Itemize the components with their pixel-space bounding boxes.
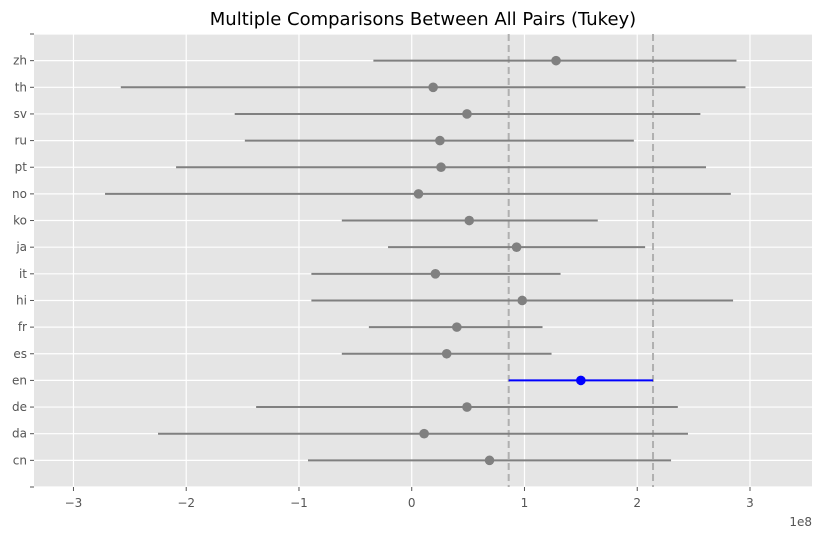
- y-tick-label: fr: [18, 320, 27, 334]
- y-tick-label: pt: [15, 160, 28, 174]
- y-tick-label: ko: [13, 214, 27, 228]
- y-tick-label: es: [13, 347, 27, 361]
- x-tick-label: 1: [521, 496, 529, 510]
- x-tick-label: −3: [65, 496, 83, 510]
- y-tick-label: da: [12, 427, 27, 441]
- mean-point-ja: [511, 242, 522, 252]
- y-tick-label: hi: [16, 293, 27, 307]
- mean-point-th: [428, 82, 438, 93]
- y-tick-label: it: [19, 267, 27, 281]
- mean-point-ko: [464, 215, 475, 226]
- y-tick-label: ru: [14, 134, 27, 148]
- x-tick-label: 0: [408, 496, 416, 510]
- x-offset-label: 1e8: [789, 515, 812, 529]
- mean-point-pt: [436, 162, 446, 173]
- mean-point-fr: [452, 322, 462, 332]
- mean-point-sv: [462, 109, 472, 119]
- x-tick-label: 2: [633, 496, 641, 510]
- x-tick-label: −1: [290, 496, 308, 510]
- mean-point-cn: [484, 455, 495, 466]
- mean-point-it: [430, 269, 441, 279]
- y-axis: cn da de en es fr hi it ja ko no pt ru sv th zh: [12, 33, 34, 488]
- mean-point-da: [419, 428, 429, 439]
- y-tick-label: cn: [13, 453, 27, 467]
- mean-point-de: [462, 402, 472, 412]
- mean-point-hi: [517, 295, 528, 306]
- y-tick-label: ja: [15, 240, 27, 254]
- mean-point-no: [413, 189, 424, 199]
- marks: [105, 55, 746, 466]
- mean-point-ru: [435, 135, 445, 146]
- chart-title: Multiple Comparisons Between All Pairs (…: [210, 9, 636, 30]
- mean-point-zh: [551, 55, 561, 66]
- y-tick-label: en: [12, 373, 27, 387]
- y-tick-label: sv: [14, 107, 27, 121]
- y-tick-label: no: [12, 187, 27, 201]
- y-tick-label: th: [15, 80, 27, 94]
- reference-lines: [507, 34, 655, 487]
- plot-background: [34, 34, 812, 487]
- mean-point-es: [441, 348, 452, 359]
- y-tick-label: de: [12, 400, 27, 414]
- x-tick-label: 3: [746, 496, 754, 510]
- mean-point-en: [576, 375, 586, 386]
- y-tick-label: zh: [13, 54, 27, 68]
- x-tick-label: −2: [177, 496, 195, 510]
- x-axis: −3 −2 −1 0 1 2 3: [65, 487, 754, 510]
